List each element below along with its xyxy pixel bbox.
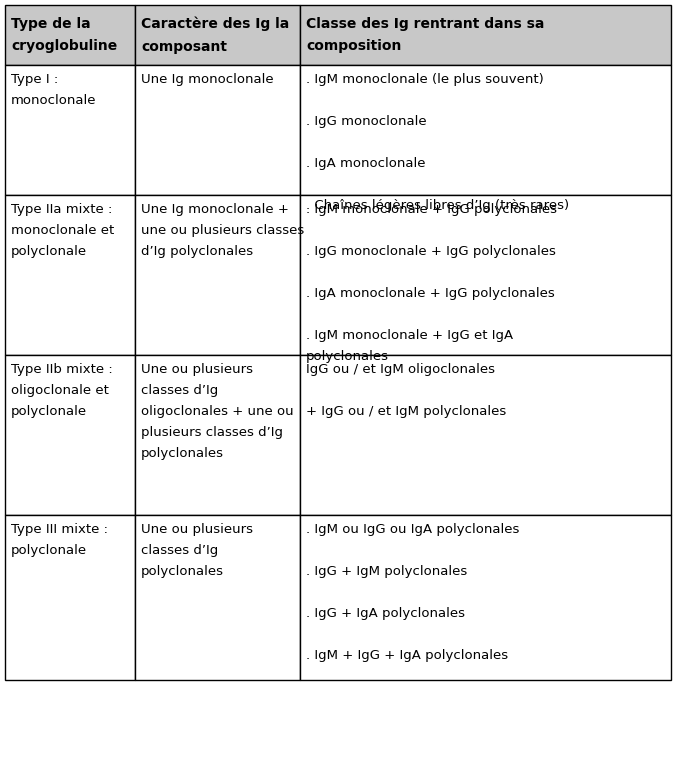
Bar <box>5 355 135 515</box>
Text: . IgM ou IgG ou IgA polyclonales

. IgG + IgM polyclonales

. IgG + IgA polyclon: . IgM ou IgG ou IgA polyclonales . IgG +… <box>306 523 520 662</box>
Bar <box>5 195 135 355</box>
Text: Une Ig monoclonale: Une Ig monoclonale <box>141 73 274 86</box>
Bar <box>5 515 135 680</box>
Bar <box>300 5 671 65</box>
Bar <box>300 355 671 515</box>
Text: Type IIa mixte :
monoclonale et
polyclonale: Type IIa mixte : monoclonale et polyclon… <box>11 203 114 258</box>
Text: Type III mixte :
polyclonale: Type III mixte : polyclonale <box>11 523 108 557</box>
Bar <box>300 65 671 195</box>
Bar <box>5 65 135 195</box>
Text: Une ou plusieurs
classes d’Ig
oligoclonales + une ou
plusieurs classes d’Ig
poly: Une ou plusieurs classes d’Ig oligoclona… <box>141 363 294 460</box>
Text: Type de la
cryoglobuline: Type de la cryoglobuline <box>11 17 117 54</box>
Bar <box>135 355 300 515</box>
Text: IgG ou / et IgM oligoclonales

+ IgG ou / et IgM polyclonales: IgG ou / et IgM oligoclonales + IgG ou /… <box>306 363 506 418</box>
Text: Une Ig monoclonale +
une ou plusieurs classes
d’Ig polyclonales: Une Ig monoclonale + une ou plusieurs cl… <box>141 203 304 258</box>
Text: Type I :
monoclonale: Type I : monoclonale <box>11 73 97 107</box>
Text: . IgM monoclonale (le plus souvent)

. IgG monoclonale

. IgA monoclonale

. Cha: . IgM monoclonale (le plus souvent) . Ig… <box>306 73 569 212</box>
Bar <box>135 65 300 195</box>
Text: . IgM monoclonale + IgG polyclonales

. IgG monoclonale + IgG polyclonales

. Ig: . IgM monoclonale + IgG polyclonales . I… <box>306 203 557 363</box>
Text: Type IIb mixte :
oligoclonale et
polyclonale: Type IIb mixte : oligoclonale et polyclo… <box>11 363 113 418</box>
Bar <box>5 5 135 65</box>
Bar <box>300 195 671 355</box>
Bar <box>135 5 300 65</box>
Text: Classe des Ig rentrant dans sa
composition: Classe des Ig rentrant dans sa compositi… <box>306 17 544 54</box>
Text: Une ou plusieurs
classes d’Ig
polyclonales: Une ou plusieurs classes d’Ig polyclonal… <box>141 523 253 578</box>
Bar <box>300 515 671 680</box>
Bar <box>135 195 300 355</box>
Text: Caractère des Ig la
composant: Caractère des Ig la composant <box>141 16 289 54</box>
Bar <box>135 515 300 680</box>
